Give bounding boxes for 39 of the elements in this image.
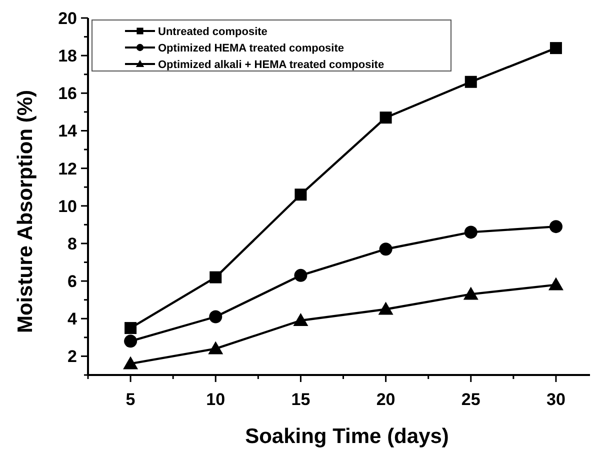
point xyxy=(124,334,138,348)
x-tick-label: 15 xyxy=(291,390,310,409)
y-tick-label: 8 xyxy=(68,234,77,254)
point xyxy=(293,313,308,326)
y-tick-label: 18 xyxy=(58,46,77,66)
point xyxy=(124,322,137,334)
point xyxy=(548,277,564,290)
x-tick-label: 10 xyxy=(206,390,226,409)
point xyxy=(549,220,562,234)
point xyxy=(378,302,394,315)
y-tick-label: 12 xyxy=(58,159,77,178)
x-tick-label: 5 xyxy=(126,390,136,409)
point xyxy=(123,356,138,370)
y-tick-label: 16 xyxy=(58,84,77,104)
y-tick-label: 14 xyxy=(58,122,78,141)
x-tick-label: 30 xyxy=(546,390,566,409)
point xyxy=(294,188,307,201)
point xyxy=(464,76,477,88)
point xyxy=(550,42,562,54)
x-tick-label: 20 xyxy=(376,390,396,409)
point xyxy=(464,226,478,239)
point xyxy=(208,341,224,354)
x-tick-label: 25 xyxy=(461,390,480,409)
y-tick-label: 10 xyxy=(58,196,77,216)
point xyxy=(379,242,392,256)
point xyxy=(380,112,392,124)
point xyxy=(463,286,478,300)
x-axis-title: Soaking Time (days) xyxy=(245,425,449,448)
legend-label: Optimized alkali + HEMA treated composite xyxy=(158,58,384,71)
y-axis-title: Moisture Absorption (%) xyxy=(14,90,37,334)
legend-label: Untreated composite xyxy=(158,26,268,38)
y-tick-label: 6 xyxy=(68,272,77,292)
legend-label: Optimized HEMA treated composite xyxy=(158,42,344,54)
point xyxy=(210,271,222,284)
y-tick-label: 20 xyxy=(58,8,77,28)
point xyxy=(294,268,308,282)
y-tick-label: 2 xyxy=(68,347,77,366)
y-tick-label: 4 xyxy=(68,310,78,329)
point xyxy=(209,310,222,324)
